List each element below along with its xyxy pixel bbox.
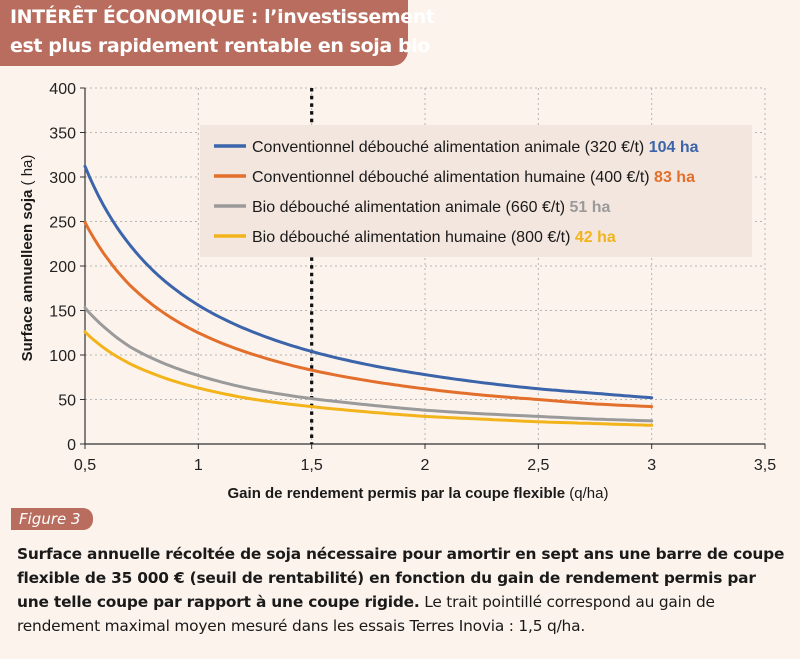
y-tick-label-1: 50 <box>58 393 76 410</box>
x-tick-label-3: 2 <box>421 457 430 474</box>
caption-normal-text: Le trait pointillé correspond au gain de… <box>17 593 715 635</box>
x-axis-unit: (q/ha) <box>569 485 608 502</box>
y-axis-unit: ( ha) <box>19 155 36 186</box>
y-tick-label-6: 300 <box>49 170 76 187</box>
y-tick-label-0: 0 <box>67 437 76 454</box>
series-line-2 <box>83 306 654 423</box>
legend-box <box>200 125 752 257</box>
legend-value-0: 104 ha <box>649 139 699 156</box>
x-tick-label-2: 1,5 <box>301 457 323 474</box>
chart-series <box>83 164 654 427</box>
legend-value-3: 42 ha <box>575 229 616 246</box>
x-tick-label-6: 3,5 <box>754 457 776 474</box>
legend-entry-1: Conventionnel débouché alimentation huma… <box>252 169 695 186</box>
x-tick-label-5: 3 <box>647 457 656 474</box>
chart-legend: Conventionnel débouché alimentation anim… <box>200 125 752 257</box>
legend-entry-3: Bio débouché alimentation humaine (800 €… <box>252 229 616 246</box>
y-axis-label: Surface annuelleen soja ( ha) <box>19 155 36 362</box>
chart-axis-labels: Gain de rendement permis par la coupe fl… <box>19 155 608 502</box>
x-tick-label-1: 1 <box>194 457 203 474</box>
figure-title: INTÉRÊT ÉCONOMIQUE : l’investissement es… <box>0 0 435 66</box>
figure-number-label: Figure 3 <box>11 508 93 530</box>
x-tick-label-0: 0,5 <box>74 457 96 474</box>
caption-bold-text: Surface annuelle récoltée de soja nécess… <box>17 545 785 611</box>
series-line-1 <box>83 220 654 409</box>
y-tick-label-8: 400 <box>49 81 76 98</box>
legend-value-2: 51 ha <box>570 199 611 216</box>
series-line-0 <box>83 164 654 400</box>
figure-caption: Surface annuelle récoltée de soja nécess… <box>17 542 792 638</box>
series-line-3 <box>83 330 654 427</box>
x-tick-label-4: 2,5 <box>527 457 549 474</box>
chart-ticks: 0 50 100 150 200 250 300 350 400 0,5 1 1,5 2 2,5 3 3,5 <box>49 81 776 474</box>
y-tick-label-2: 100 <box>49 348 76 365</box>
y-tick-label-5: 250 <box>49 215 76 232</box>
legend-value-1: 83 ha <box>654 169 695 186</box>
y-tick-label-7: 350 <box>49 126 76 143</box>
legend-entry-2: Bio débouché alimentation animale (660 €… <box>252 199 611 216</box>
figure-title-line-1: INTÉRÊT ÉCONOMIQUE : l’investissement <box>10 6 435 28</box>
y-tick-label-3: 150 <box>49 304 76 321</box>
x-axis-label: Gain de rendement permis par la coupe fl… <box>228 485 609 502</box>
legend-entry-0: Conventionnel débouché alimentation anim… <box>252 139 699 156</box>
figure-title-line-2: est plus rapidement rentable en soja bio <box>10 35 430 57</box>
y-tick-label-4: 200 <box>49 259 76 276</box>
